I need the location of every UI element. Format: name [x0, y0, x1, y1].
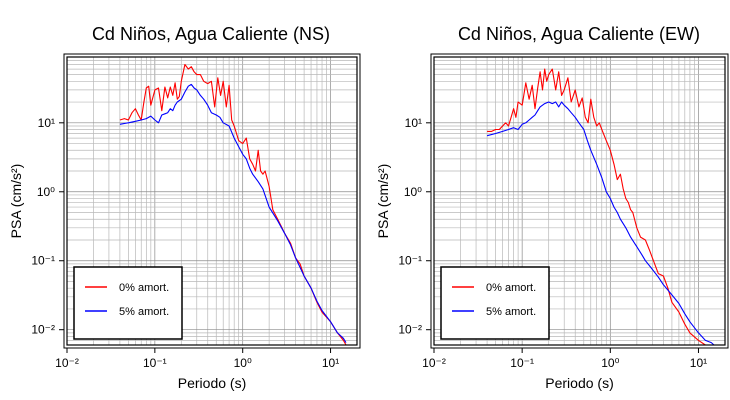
y-tick-label: 10⁻¹	[398, 254, 422, 268]
series-line-undamped	[487, 68, 714, 346]
x-tick-label: 10⁻²	[422, 356, 446, 370]
series-line-damped	[486, 101, 715, 346]
legend: 0% amort. 5% amort.	[73, 266, 183, 340]
legend-box	[73, 266, 183, 340]
plot-outer-frame	[63, 53, 361, 349]
chart-ns: 10⁻² 10⁻¹ 10⁰ 10¹ 10⁻² 10⁻¹ 10⁰ 10¹ Cd Niños, Ag…	[8, 24, 361, 391]
y-axis-label: PSA (cm/s²)	[375, 164, 391, 239]
x-axis-label: Periodo (s)	[545, 375, 613, 391]
x-tick-label: 10¹	[690, 356, 707, 370]
plot-frame	[433, 56, 726, 346]
chart-title: Cd Niños, Agua Caliente (NS)	[92, 24, 330, 44]
y-tick-label: 10⁻²	[31, 323, 55, 337]
x-tick-label: 10¹	[322, 356, 339, 370]
x-tick-label: 10⁻²	[55, 356, 79, 370]
y-tick-label: 10¹	[405, 116, 422, 130]
x-tick-label: 10⁰	[601, 356, 619, 370]
x-tick-label: 10⁻¹	[510, 356, 534, 370]
series-line-damped	[119, 83, 347, 343]
plot-outer-frame	[430, 53, 729, 349]
y-tick-label: 10⁰	[404, 185, 422, 199]
chart-ew: 10⁻² 10⁻¹ 10⁰ 10¹ 10⁻² 10⁻¹ 10⁰ 10¹ Cd Niños, Ag…	[375, 24, 729, 391]
y-tick-label: 10⁻²	[398, 323, 422, 337]
plot-frame	[66, 56, 358, 346]
y-axis-label: PSA (cm/s²)	[8, 164, 24, 239]
y-tick-label: 10⁻¹	[31, 254, 55, 268]
x-tick-label: 10⁻¹	[143, 356, 167, 370]
y-tick-label: 10⁰	[37, 185, 55, 199]
x-tick-label: 10⁰	[234, 356, 252, 370]
x-axis-label: Periodo (s)	[178, 375, 246, 391]
legend-label: 0% amort.	[486, 282, 536, 294]
legend-label: 0% amort.	[119, 282, 169, 294]
y-tick-label: 10¹	[38, 116, 55, 130]
legend: 0% amort. 5% amort.	[440, 266, 550, 340]
chart-title: Cd Niños, Agua Caliente (EW)	[458, 24, 700, 44]
legend-box	[440, 266, 550, 340]
legend-label: 5% amort.	[119, 306, 169, 318]
legend-label: 5% amort.	[486, 306, 536, 318]
